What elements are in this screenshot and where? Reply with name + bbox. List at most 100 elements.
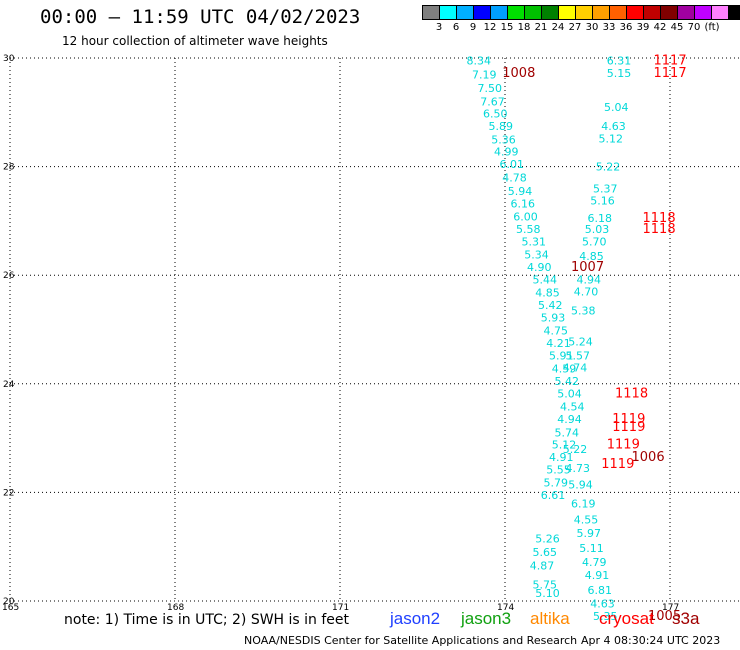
data-point-label: 5.35: [593, 610, 618, 623]
colorbar-label: 21: [534, 22, 548, 33]
colorbar-swatch: [507, 5, 524, 20]
data-point-label: 8.34: [467, 55, 492, 68]
data-point-label: 6.61: [541, 489, 566, 502]
data-point-label: 5.57: [566, 350, 591, 363]
data-point-label: 4.91: [549, 451, 574, 464]
data-point-label: 1008: [502, 66, 535, 81]
data-point-label: 5.16: [590, 194, 615, 207]
colorbar-unit: (ft): [704, 22, 720, 33]
data-point-label: 4.87: [530, 560, 555, 573]
colorbar-swatch: [677, 5, 694, 20]
colorbar-swatch: [456, 5, 473, 20]
data-point-label: 5.93: [541, 312, 566, 325]
colorbar-swatch: [473, 5, 490, 20]
data-point-label: 4.74: [563, 362, 588, 375]
colorbar-swatch: [439, 5, 456, 20]
data-point-label: 1005: [648, 609, 681, 624]
axis-ticks: 20 22 24 26 28 30 165 168 171 174 177: [2, 54, 679, 613]
colorbar-swatch: [694, 5, 711, 20]
data-point-label: 5.44: [533, 274, 558, 287]
data-point-label: 1118: [643, 222, 676, 237]
credit-text: NOAA/NESDIS Center for Satellite Applica…: [244, 634, 578, 647]
data-point-label: 5.12: [599, 132, 624, 145]
x-tick-label: 177: [662, 603, 679, 613]
data-point-label: 4.63: [590, 598, 615, 611]
colorbar-label: 70: [687, 22, 701, 33]
y-tick-label: 20: [3, 597, 15, 607]
colorbar-label: 18: [517, 22, 531, 33]
data-point-label: 5.26: [535, 533, 560, 546]
colorbar-swatch: [626, 5, 643, 20]
data-point-label: 4.85: [535, 287, 560, 300]
colorbar-swatch: [711, 5, 728, 20]
colorbar-swatch: [524, 5, 541, 20]
data-point-label: 5.74: [555, 427, 580, 440]
colorbar-label: 42: [653, 22, 667, 33]
data-point-label: 5.10: [535, 587, 560, 600]
colorbar-label: 30: [585, 22, 599, 33]
data-point-label: 5.22: [563, 443, 588, 456]
data-point-label: 6.19: [571, 497, 596, 510]
data-point-label: 5.36: [491, 133, 516, 146]
colorbar-swatch: [643, 5, 660, 20]
data-point-label: 5.58: [516, 223, 541, 236]
data-point-label: 5.37: [593, 182, 618, 195]
data-point-label: 4.21: [546, 337, 571, 350]
data-point-label: 5.04: [604, 101, 629, 114]
data-point-label: 4.94: [557, 413, 582, 426]
data-point-label: 5.79: [544, 477, 569, 490]
colorbar-frame: [422, 5, 740, 20]
legend-cryosat: cryosat: [599, 609, 654, 628]
data-point-label: 6.00: [513, 211, 538, 224]
data-point-label: 7.19: [472, 68, 497, 81]
data-point-label: 5.12: [552, 439, 577, 452]
colorbar-label: 9: [469, 22, 477, 33]
legend-jason3: jason3: [461, 609, 512, 628]
data-point-label: 5.97: [577, 527, 602, 540]
colorbar-swatch: [592, 5, 609, 20]
data-point-label: 4.79: [582, 556, 607, 569]
data-point-label: 4.55: [574, 514, 599, 527]
y-tick-label: 30: [3, 54, 15, 64]
colorbar-label: 27: [568, 22, 582, 33]
data-point-label: 4.63: [601, 120, 626, 133]
data-point-label: 4.70: [574, 285, 599, 298]
colorbar-label: 6: [452, 22, 460, 33]
data-point-label: 1118: [643, 211, 676, 226]
data-point-label: 4.54: [560, 401, 585, 414]
colorbar-label: 12: [483, 22, 497, 33]
colorbar-label: 45: [670, 22, 684, 33]
colorbar-label: 39: [636, 22, 650, 33]
data-point-label: 4.78: [502, 171, 527, 184]
data-point-label: 6.81: [588, 584, 613, 597]
legend-s3a: s3a: [672, 609, 700, 628]
data-point-label: 5.03: [585, 223, 610, 236]
y-tick-label: 26: [3, 271, 15, 281]
colorbar-label: 3: [435, 22, 443, 33]
data-point-label: 6.31: [607, 55, 632, 68]
colorbar-swatch: [490, 5, 507, 20]
data-point-label: 4.75: [544, 325, 569, 338]
y-tick-label: 24: [3, 380, 15, 390]
grid: [9, 57, 740, 602]
data-point-label: 5.55: [546, 464, 571, 477]
data-point-label: 6.01: [500, 158, 525, 171]
data-point-label: 1007: [571, 260, 604, 275]
data-point-label: 1117: [654, 54, 687, 69]
data-point-label: 5.04: [557, 388, 582, 401]
colorbar-swatch: [728, 5, 740, 20]
timestamp-text: Apr 4 08:30:24 UTC 2023: [581, 634, 721, 647]
data-point-label: 7.67: [480, 95, 505, 108]
data-point-label: 6.18: [588, 212, 613, 225]
data-point-label: 5.42: [538, 299, 563, 312]
x-tick-label: 165: [2, 603, 19, 613]
data-point-label: 4.99: [494, 145, 519, 158]
colorbar-label: 24: [551, 22, 565, 33]
data-point-label: 6.16: [511, 198, 536, 211]
chart-subtitle: 12 hour collection of altimeter wave hei…: [62, 34, 328, 48]
x-tick-label: 171: [332, 603, 349, 613]
note-text: note: 1) Time is in UTC; 2) SWH is in fe…: [64, 612, 350, 628]
data-point-label: 4.91: [585, 569, 610, 582]
x-tick-label: 168: [167, 603, 184, 613]
